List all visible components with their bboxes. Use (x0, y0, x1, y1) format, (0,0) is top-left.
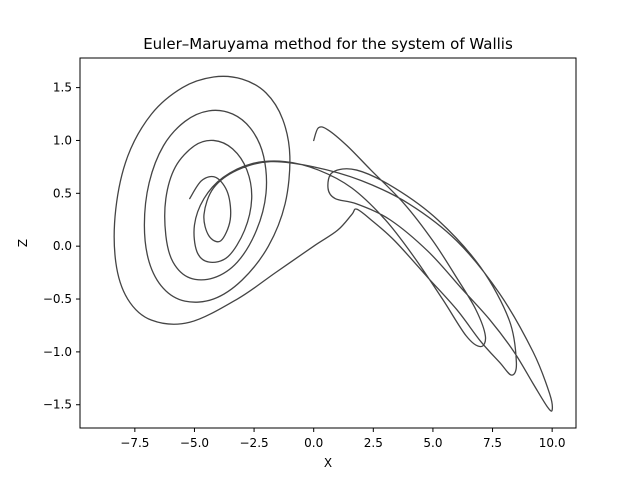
axes-frame (79, 57, 577, 429)
x-tick-label: 10.0 (539, 436, 566, 450)
y-tick-label: 0.0 (53, 239, 72, 253)
chart-title: Euler–Maruyama method for the system of … (143, 35, 513, 53)
y-tick-label: 1.0 (53, 133, 72, 147)
x-tick-label: 7.5 (483, 436, 502, 450)
x-tick-label: 2.5 (364, 436, 383, 450)
y-tick-label: −0.5 (43, 292, 72, 306)
trajectory-line (113, 75, 554, 412)
x-tick-label: −7.5 (120, 436, 149, 450)
x-tick-label: −2.5 (240, 436, 269, 450)
x-axis-label: X (324, 456, 332, 470)
y-axis-ticks: −1.5 −1.0 −0.5 0.0 0.5 1.0 1.5 (43, 81, 80, 412)
plot-area (79, 57, 577, 429)
y-tick-label: 1.5 (53, 81, 72, 95)
x-axis-ticks: −7.5 −5.0 −2.5 0.0 2.5 5.0 7.5 10.0 (120, 428, 566, 450)
y-tick-label: −1.0 (43, 345, 72, 359)
y-tick-label: 0.5 (53, 186, 72, 200)
x-tick-label: 0.0 (304, 436, 323, 450)
x-tick-label: 5.0 (423, 436, 442, 450)
y-tick-label: −1.5 (43, 398, 72, 412)
y-axis-label: Z (16, 239, 30, 247)
x-tick-label: −5.0 (180, 436, 209, 450)
